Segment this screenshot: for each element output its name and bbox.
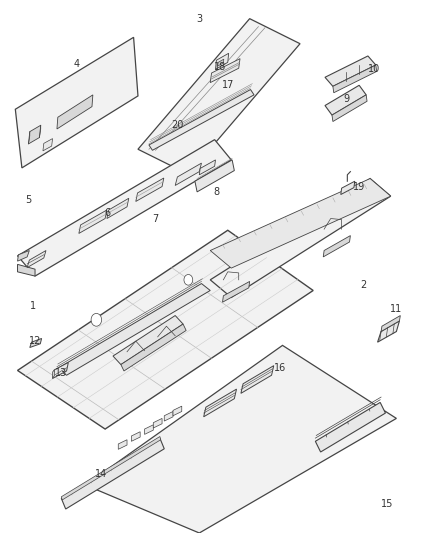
Text: 5: 5 [25, 195, 32, 205]
Polygon shape [210, 179, 391, 297]
Text: 6: 6 [104, 208, 110, 218]
Text: 1: 1 [30, 302, 36, 311]
Polygon shape [118, 440, 127, 449]
Polygon shape [210, 179, 391, 268]
Polygon shape [315, 402, 385, 452]
Text: 12: 12 [29, 336, 41, 346]
Polygon shape [378, 321, 399, 342]
Polygon shape [175, 163, 201, 185]
Polygon shape [61, 437, 161, 500]
Polygon shape [28, 125, 41, 144]
Polygon shape [325, 56, 376, 86]
Polygon shape [121, 324, 186, 371]
Polygon shape [136, 178, 164, 201]
Polygon shape [18, 264, 35, 276]
Polygon shape [173, 406, 182, 416]
Text: 16: 16 [274, 363, 286, 373]
Text: 4: 4 [74, 59, 80, 69]
Polygon shape [15, 37, 138, 168]
Polygon shape [223, 281, 250, 302]
Polygon shape [332, 95, 367, 122]
Circle shape [184, 274, 193, 285]
Polygon shape [381, 316, 400, 332]
Polygon shape [215, 53, 229, 69]
Polygon shape [145, 425, 153, 434]
Polygon shape [131, 432, 140, 441]
Text: 11: 11 [390, 304, 403, 314]
Polygon shape [27, 251, 46, 268]
Text: 13: 13 [55, 368, 67, 378]
Polygon shape [53, 370, 54, 378]
Polygon shape [18, 140, 231, 276]
Polygon shape [164, 411, 173, 421]
Polygon shape [195, 160, 234, 192]
Polygon shape [79, 210, 107, 233]
Text: 18: 18 [214, 62, 226, 71]
Text: 17: 17 [222, 80, 234, 90]
Polygon shape [323, 236, 350, 257]
Polygon shape [57, 284, 210, 375]
Text: 20: 20 [171, 120, 184, 130]
Polygon shape [241, 366, 274, 393]
Polygon shape [61, 438, 164, 509]
Text: 10: 10 [368, 64, 381, 74]
Polygon shape [57, 95, 93, 129]
Polygon shape [153, 418, 162, 428]
Polygon shape [18, 230, 313, 429]
Polygon shape [18, 251, 29, 261]
Text: 15: 15 [381, 499, 394, 508]
Text: 7: 7 [152, 214, 159, 223]
Polygon shape [325, 85, 366, 115]
Polygon shape [218, 59, 224, 66]
Text: 19: 19 [353, 182, 365, 191]
Polygon shape [107, 198, 129, 219]
Text: 9: 9 [343, 94, 349, 103]
Polygon shape [341, 181, 355, 195]
Text: 3: 3 [196, 14, 202, 23]
Polygon shape [85, 345, 396, 533]
Polygon shape [199, 160, 215, 175]
Polygon shape [30, 338, 42, 348]
Polygon shape [204, 389, 237, 417]
Polygon shape [43, 139, 53, 151]
Polygon shape [149, 90, 254, 150]
Text: 2: 2 [360, 280, 367, 290]
Polygon shape [113, 316, 183, 365]
Polygon shape [210, 59, 240, 83]
Text: 14: 14 [95, 470, 107, 479]
Polygon shape [333, 65, 377, 93]
Polygon shape [53, 362, 68, 378]
Circle shape [91, 313, 102, 326]
Text: 8: 8 [214, 187, 220, 197]
Polygon shape [138, 19, 300, 174]
